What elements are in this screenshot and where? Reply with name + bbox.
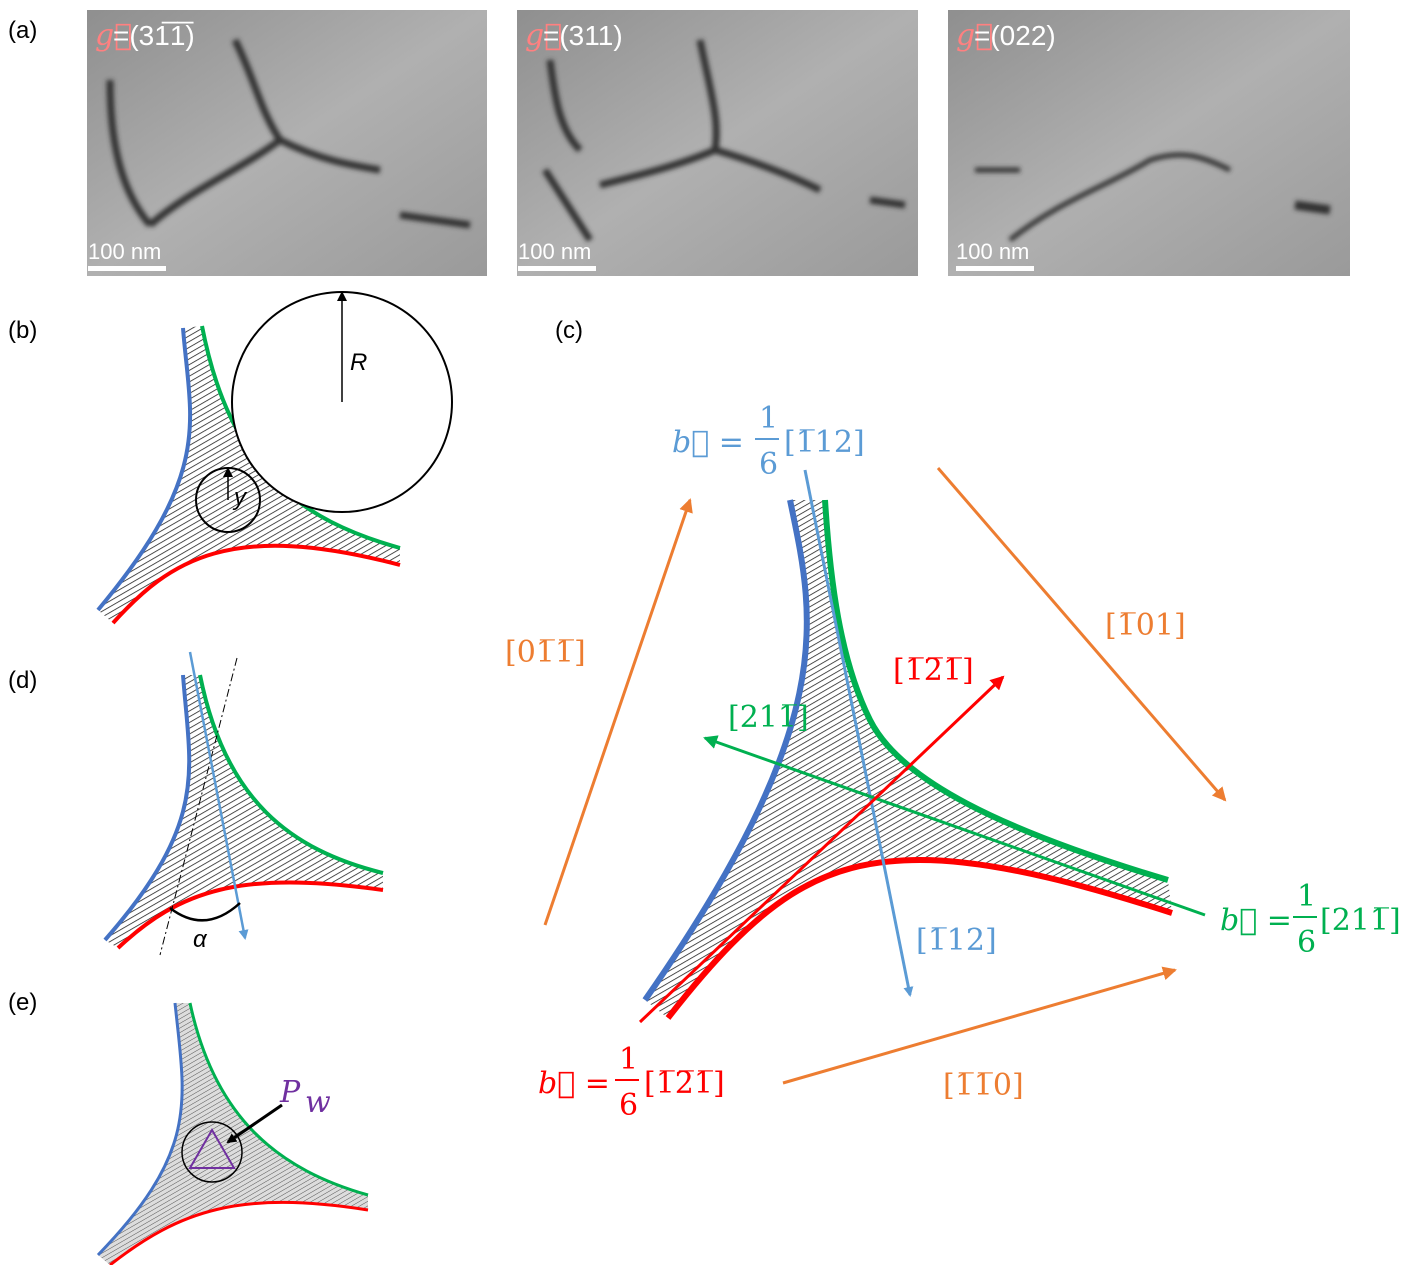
denominator: 6	[759, 447, 778, 482]
junction-c: b⃗ = 1 6 [1̅12] b⃗ = 1 6 [211̅] b⃗ = 1 6…	[505, 401, 1401, 1123]
burgers-prefix: b⃗ =	[538, 1066, 610, 1101]
reflection: =(311)	[543, 20, 623, 51]
force-label: P	[279, 1075, 301, 1110]
line-direction: [1̅01]	[1105, 608, 1186, 643]
g-vector: g⃗	[525, 18, 562, 53]
burgers-label: b⃗ = 1 6 [1̅2̅1̅]	[538, 1042, 725, 1123]
scale-bar-label: 100 nm	[956, 239, 1029, 264]
denominator: 6	[1297, 925, 1316, 960]
panel-label: (d)	[8, 667, 37, 694]
line-direction: [01̅1̅]	[505, 635, 586, 670]
numerator: 1	[619, 1042, 638, 1077]
junction-b: R y	[96, 291, 453, 625]
burgers-label: b⃗ = 1 6 [211̅]	[1220, 879, 1401, 960]
force-subscript: w	[305, 1085, 331, 1120]
numerator: 1	[759, 401, 778, 436]
radius-label: R	[350, 349, 367, 376]
junction-d: α	[103, 651, 384, 956]
micrograph: 100 nm g⃗ =(022)	[948, 10, 1350, 276]
burgers-direction: [211̅]	[1320, 903, 1401, 938]
burgers-direction: [1̅2̅1̅]	[644, 1066, 725, 1101]
panel-label: (b)	[8, 317, 37, 344]
panel-label: (a)	[8, 17, 37, 44]
numerator: 1	[1297, 879, 1316, 914]
panel-label: (e)	[8, 989, 37, 1016]
burgers-prefix: b⃗ =	[672, 425, 744, 460]
scale-bar-label: 100 nm	[518, 239, 591, 264]
panel-label: (c)	[555, 317, 583, 344]
junction-e: P w	[96, 1002, 369, 1265]
denominator: 6	[619, 1088, 638, 1123]
normal-label: [1̅12]	[916, 923, 997, 958]
width-label: y	[232, 484, 248, 511]
angle-label: α	[193, 926, 208, 953]
micrograph: 100 nm g⃗ =(31̅1̅)	[87, 10, 487, 276]
g-vector: g⃗	[95, 18, 132, 53]
line-direction: [1̅1̅0]	[943, 1068, 1024, 1103]
normal-label: [211̅]	[728, 700, 809, 735]
reflection: =(31̅1̅)	[113, 20, 195, 51]
reflection: =(022)	[974, 20, 1056, 51]
burgers-direction: [1̅12]	[784, 425, 865, 460]
burgers-prefix: b⃗ =	[1220, 903, 1292, 938]
scale-bar-label: 100 nm	[88, 239, 161, 264]
g-vector: g⃗	[956, 18, 993, 53]
micrograph: 100 nm g⃗ =(311)	[517, 10, 918, 276]
normal-label: [1̅2̅1̅]	[893, 653, 974, 688]
burgers-label: b⃗ = 1 6 [1̅12]	[672, 401, 865, 482]
